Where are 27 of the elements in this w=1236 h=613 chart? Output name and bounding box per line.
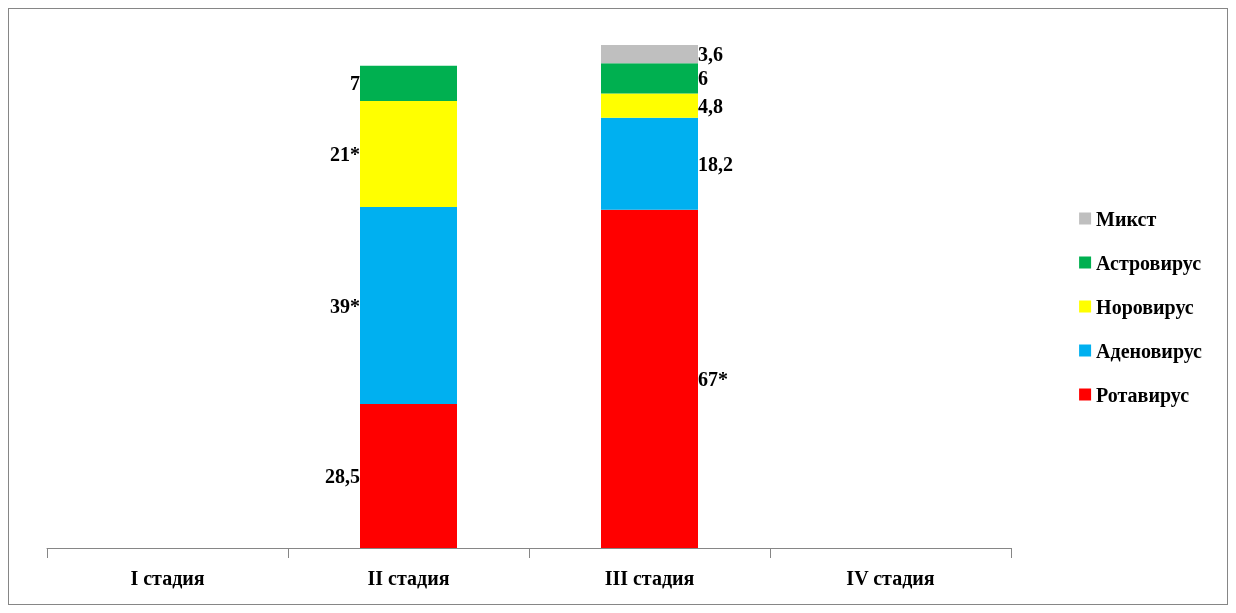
legend-label: Микст [1096,207,1157,230]
data-label: 6 [698,67,708,90]
data-label: 4,8 [698,94,723,117]
data-label: 67* [698,367,728,390]
x-tick-label: II стадия [367,567,450,589]
legend-label: Астровирус [1096,251,1202,275]
bar [601,209,698,548]
legend-label: Норовирус [1096,295,1194,319]
bar [360,101,457,208]
x-tick-label: IV стадия [846,567,935,589]
bar [601,117,698,210]
bar [601,93,698,118]
bar [601,45,698,64]
data-label: 39* [330,294,360,317]
bar [601,63,698,94]
data-label: 18,2 [698,152,733,175]
bar [360,207,457,405]
data-label: 28,5 [325,465,360,488]
x-tick-label: I стадия [130,567,205,589]
data-label: 21* [330,143,360,166]
x-tick-label: III стадия [604,567,695,589]
data-label: 3,6 [698,43,723,66]
legend-label: Аденовирус [1096,339,1203,363]
legend-label: Ротавирус [1096,383,1190,407]
bar [360,65,457,102]
data-label: 7 [350,72,360,95]
bar [360,404,457,548]
